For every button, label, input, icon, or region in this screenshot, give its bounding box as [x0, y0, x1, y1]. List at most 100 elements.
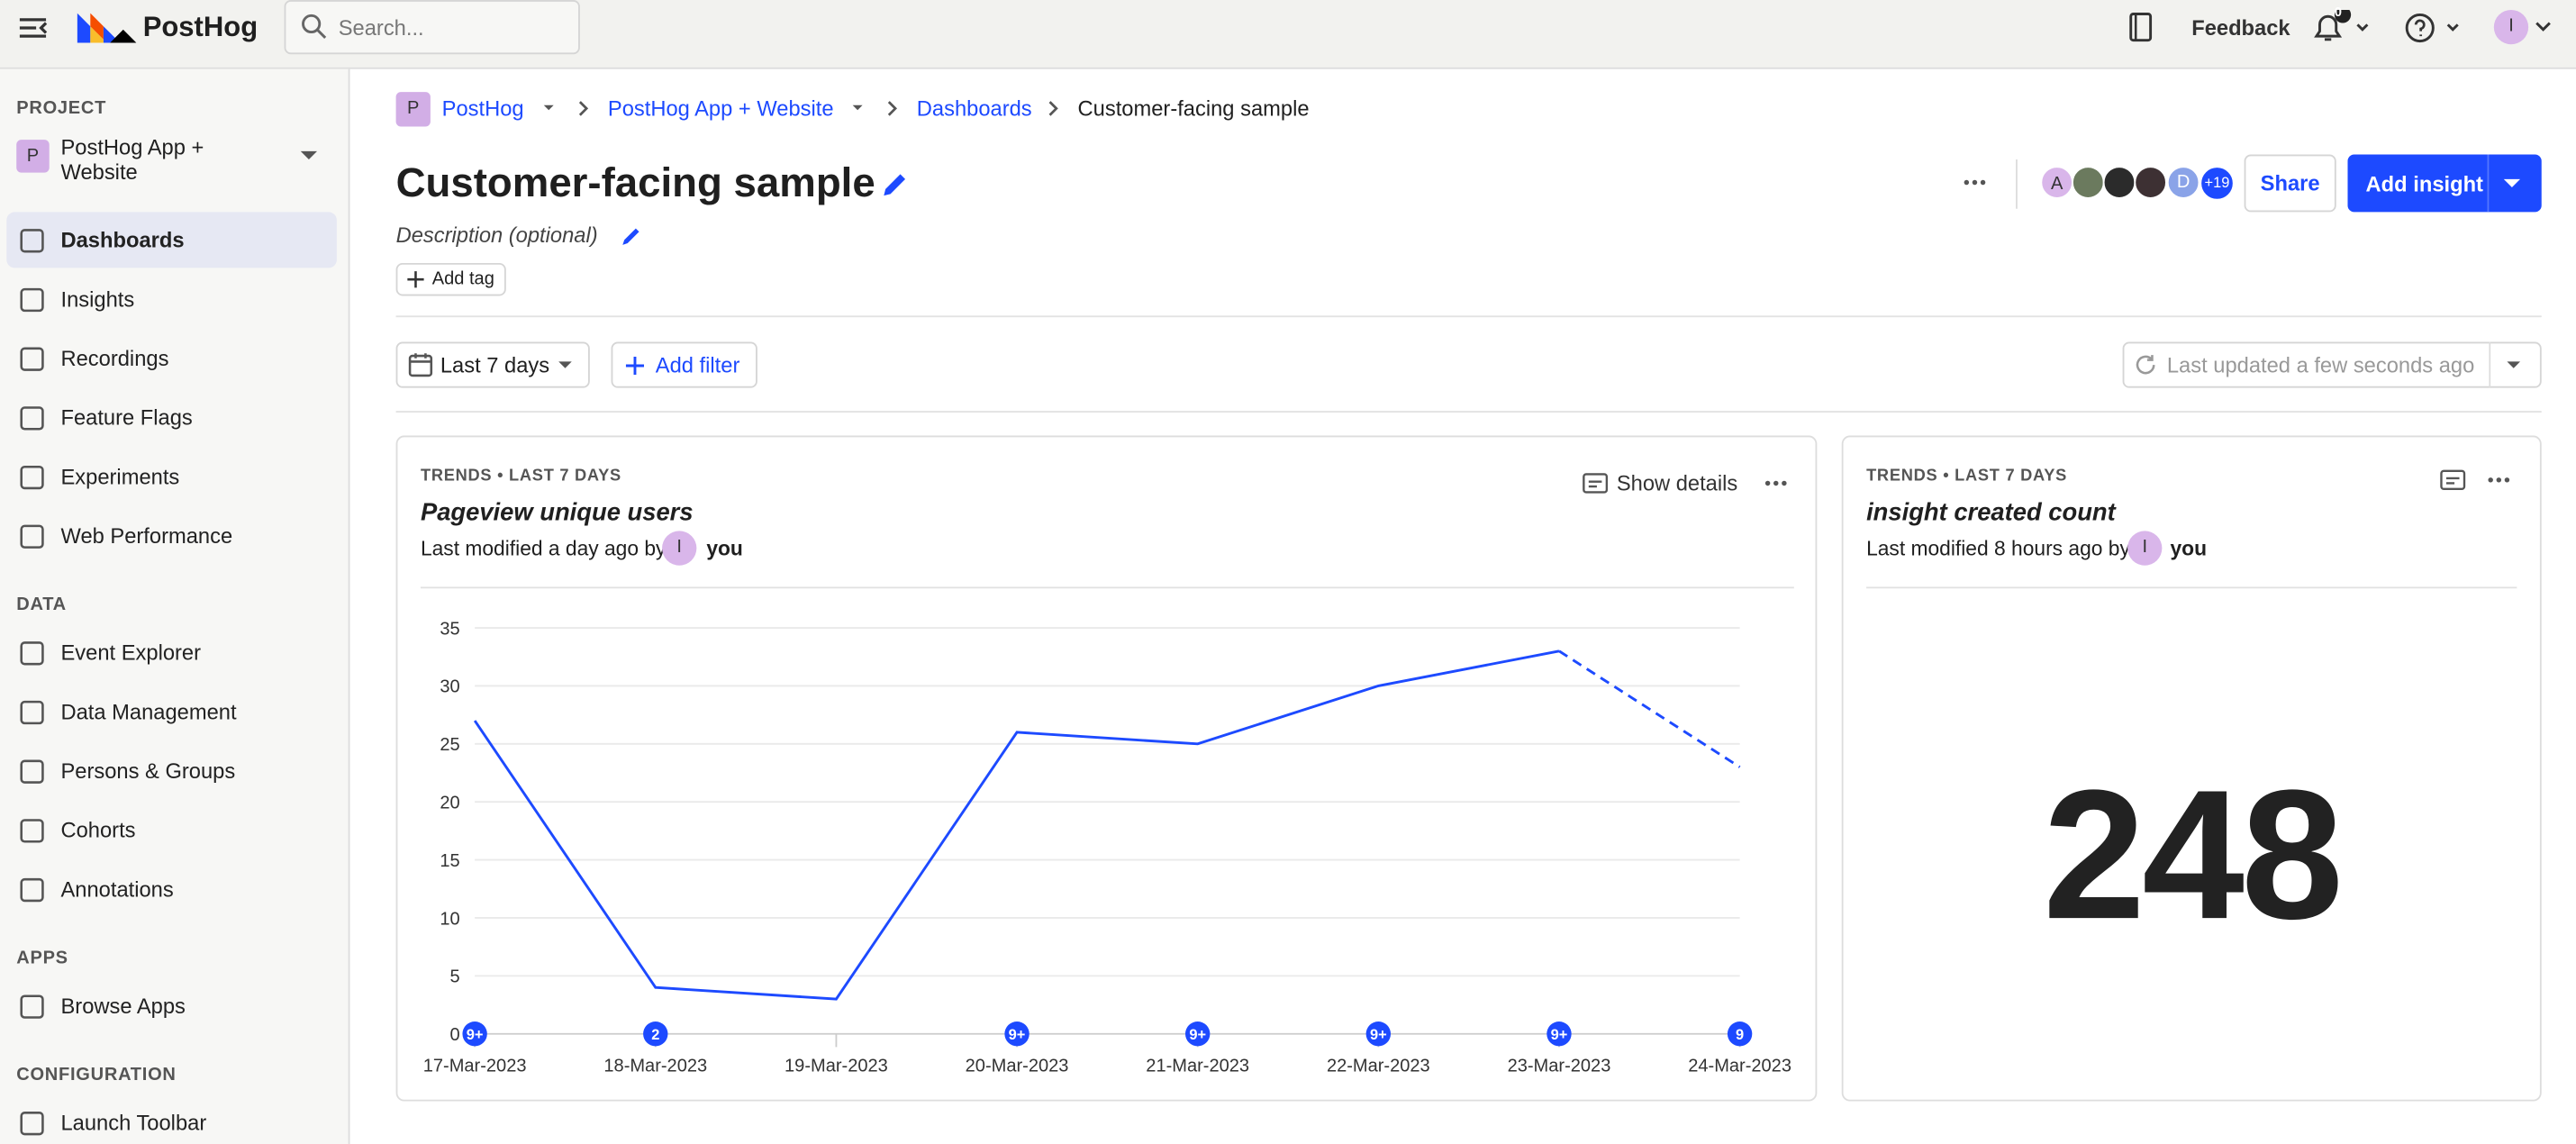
big-number: 248 [2043, 751, 2344, 958]
search-placeholder: Search... [338, 15, 424, 41]
calendar-icon [408, 353, 433, 377]
details-icon[interactable] [2440, 468, 2466, 492]
more-icon[interactable] [1962, 171, 1988, 195]
user-avatar[interactable]: I [2493, 9, 2529, 45]
y-tick-label: 20 [440, 793, 459, 813]
notifications-icon[interactable] [2310, 9, 2376, 46]
y-tick-label: 35 [440, 619, 459, 639]
details-icon [1583, 473, 1609, 494]
more-icon[interactable] [2486, 468, 2512, 492]
divider [2016, 159, 2018, 209]
insight-tile [1841, 435, 2542, 1102]
show-details[interactable]: Show details [1616, 470, 1738, 496]
section-label: DATA [16, 595, 67, 615]
add-filter-label: Add filter [655, 352, 740, 377]
notebook-icon[interactable] [2126, 12, 2155, 43]
caret[interactable] [2502, 177, 2522, 191]
tile-author: you [2170, 537, 2208, 561]
nav-item[interactable]: Feature Flags [60, 404, 193, 431]
annotation-badge [1004, 1021, 1029, 1047]
search-box[interactable] [284, 0, 580, 55]
edit-icon[interactable] [881, 169, 911, 199]
avatar: A [2040, 166, 2073, 199]
nav-item[interactable]: Launch Toolbar [60, 1110, 207, 1135]
x-tick-label: 24-Mar-2023 [1688, 1057, 1791, 1076]
date-filter[interactable] [395, 341, 590, 388]
search-icon [302, 14, 327, 40]
breadcrumb[interactable]: PostHog [441, 95, 524, 122]
series-line [473, 649, 1560, 1001]
annotation-count: 9+ [1009, 1027, 1026, 1043]
nav-item[interactable]: Persons & Groups [60, 758, 236, 784]
edit-icon[interactable] [621, 223, 644, 247]
x-tick-label: 19-Mar-2023 [785, 1057, 888, 1076]
annotation-badge [1727, 1021, 1753, 1047]
nav-icon [20, 641, 44, 666]
line-chart: 0 5 10 15 20 25 30 35 17-Mar-2023 18-Mar-2023 19-M… [423, 619, 1791, 1076]
nav-icon [20, 759, 44, 784]
annotation-badge [643, 1021, 668, 1047]
nav-icon [20, 347, 44, 371]
logo [77, 13, 137, 43]
refresh-button[interactable] [2122, 341, 2542, 388]
breadcrumb[interactable]: Dashboards [916, 95, 1032, 122]
refresh-icon [2136, 355, 2155, 375]
nav-icon [20, 1112, 44, 1136]
nav-item[interactable]: Event Explorer [60, 640, 202, 666]
x-tick-label: 21-Mar-2023 [1146, 1057, 1249, 1076]
x-tick-label: 23-Mar-2023 [1508, 1057, 1611, 1076]
separator [1866, 586, 2517, 589]
avatar-photo [2102, 166, 2136, 199]
nav-item[interactable]: Data Management [60, 699, 237, 724]
annotation-badge [1365, 1021, 1392, 1047]
nav-item[interactable]: Dashboards [60, 227, 185, 253]
last-updated: Last updated a few seconds ago [2166, 352, 2475, 377]
nav-icon [20, 524, 44, 549]
annotation-badge [462, 1021, 487, 1047]
section-label: APPS [16, 948, 68, 968]
plus-icon [625, 356, 645, 376]
nav-item[interactable]: Cohorts [60, 817, 136, 843]
description[interactable]: Description (optional) [395, 222, 598, 248]
date-filter-label: Last 7 days [440, 352, 550, 377]
more-icon[interactable] [1763, 472, 1789, 495]
breadcrumb[interactable]: PostHog App + Website [607, 95, 834, 122]
caret [2535, 22, 2551, 32]
nav-item[interactable]: Experiments [60, 464, 180, 489]
avatar-more[interactable]: +19 [2200, 166, 2235, 201]
y-tick-label: 15 [440, 851, 459, 871]
nav-item[interactable]: Web Performance [60, 523, 233, 549]
share-button[interactable]: Share [2244, 154, 2336, 213]
caret[interactable] [2506, 360, 2522, 370]
nav-item[interactable]: Insights [60, 286, 135, 312]
tile-kicker: TRENDS • LAST 7 DAYS [420, 468, 621, 486]
nav-item[interactable]: Annotations [60, 876, 174, 902]
tile-name[interactable]: insight created count [1866, 498, 2116, 527]
caret [558, 361, 572, 368]
nav-icon [20, 700, 44, 725]
project-name[interactable]: PostHog App + Website [60, 134, 204, 185]
menu-icon[interactable] [16, 14, 49, 43]
y-tick-label: 5 [450, 967, 460, 987]
separator [420, 586, 1794, 589]
separator [395, 411, 2542, 413]
breadcrumb-icon: P [395, 92, 431, 127]
feedback-button[interactable]: Feedback [2191, 15, 2290, 41]
breadcrumb-current: Customer-facing sample [1077, 95, 1310, 122]
annotation-count: 9+ [1551, 1027, 1568, 1043]
nav-icon [20, 287, 44, 313]
tile-name[interactable]: Pageview unique users [420, 498, 694, 527]
tile-kicker: TRENDS • LAST 7 DAYS [1866, 468, 2068, 486]
nav-item[interactable]: Browse Apps [60, 994, 186, 1019]
author-avatar: I [2127, 531, 2163, 566]
tile-author: you [706, 537, 743, 561]
avatar: D [2166, 166, 2200, 199]
help-icon[interactable] [2404, 12, 2463, 44]
nav-item[interactable]: Recordings [60, 346, 169, 371]
nav-icon [20, 229, 44, 253]
y-tick-label: 0 [450, 1025, 460, 1045]
nav-icon [20, 819, 44, 843]
avatar-photo [2072, 166, 2105, 199]
add-filter-button[interactable] [611, 341, 757, 388]
